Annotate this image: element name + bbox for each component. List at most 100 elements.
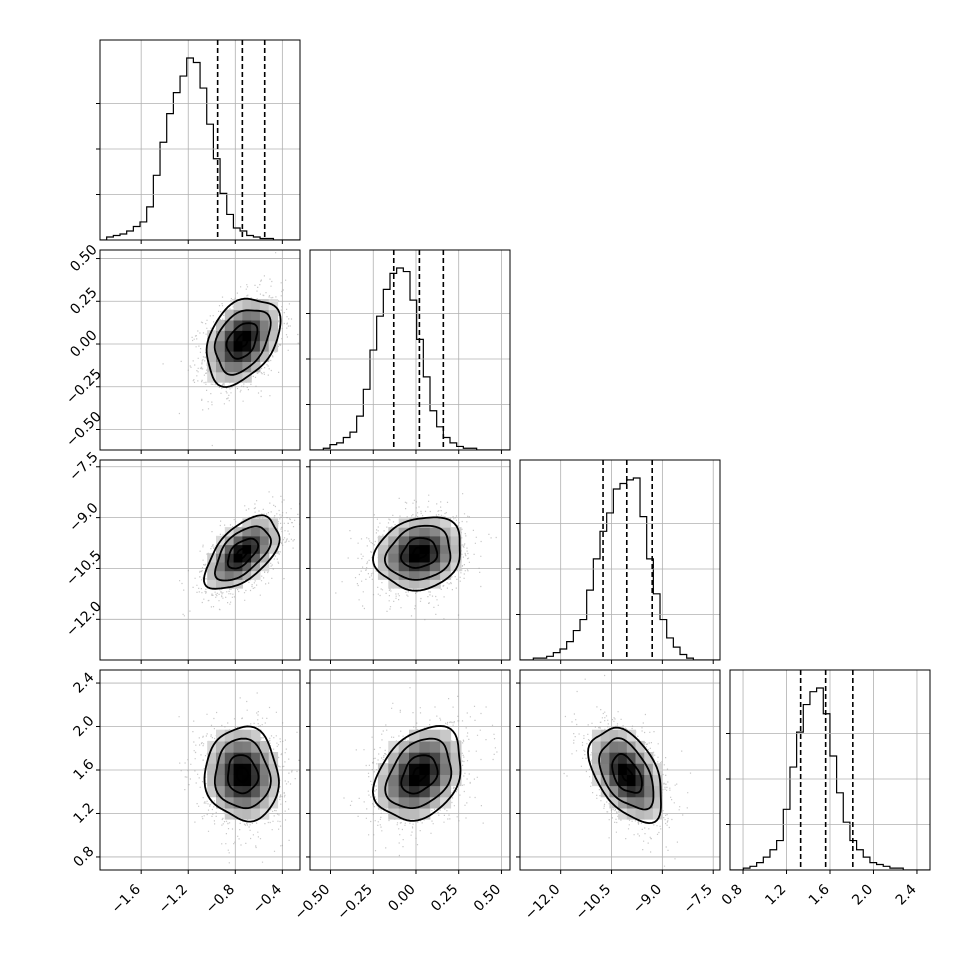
density-cell [419,535,431,546]
contour-line [203,514,281,590]
density-cell [233,299,243,311]
density-cell [242,535,252,546]
density-cell [251,299,261,311]
density-cell [419,579,431,589]
density-cell [635,774,645,787]
contour-line [399,537,439,569]
density-cell [233,351,243,362]
density-cell [268,527,279,537]
contour-line [587,726,662,825]
density-cell [216,752,226,764]
density-cell [207,561,217,572]
density-cell [224,785,235,798]
density-cell [440,763,452,775]
histogram-step-line [520,477,720,660]
scatter-panel [100,670,300,870]
density-cell [233,752,243,764]
density-cell [419,527,431,537]
density-cell [251,351,261,362]
panel-frame [99,39,301,241]
density-cell [429,763,441,775]
density-cell [388,544,400,554]
density-cell [409,518,420,528]
density-cell [233,371,243,383]
density-cell [398,763,410,775]
density-cell [409,796,420,809]
histogram-panel [310,250,510,450]
y-tick-label: 0.25 [67,285,100,318]
histogram-panel [520,460,720,660]
density-cell [268,518,279,528]
density-cell [644,785,654,798]
density-cell [259,553,270,563]
density-cell [216,553,226,563]
density-cell [450,752,462,764]
density-cell [618,785,628,798]
x-tick-label: −10.5 [573,882,615,924]
scatter-panel [100,460,300,660]
density-cell [224,340,235,352]
density-cell [626,807,637,820]
y-tick-label: 0.00 [67,327,100,360]
x-tick-label: −0.4 [250,881,285,916]
contour-line [203,725,280,823]
density-cell [242,299,252,311]
density-cell [242,796,252,809]
density-cell [233,796,243,809]
contour-line [384,524,452,581]
contour-line [372,516,461,592]
x-tick-label: 1.6 [806,881,833,908]
density-cell [216,579,226,589]
contour-line [236,546,249,560]
histogram-step-line [100,57,300,240]
density-cell [419,785,431,798]
density-cell [409,807,420,820]
density-cell [429,740,441,753]
density-cell [600,752,610,764]
density-cell [618,763,628,775]
y-tick-label: 1.2 [70,800,97,827]
y-tick-label: 0.8 [70,843,97,870]
density-cell [450,740,462,753]
density-cell [251,752,261,764]
contour-line [598,737,655,811]
density-cell [618,807,628,820]
panel-frame [99,249,301,451]
density-cell [388,579,400,589]
density-cell [224,371,235,383]
density-cell [259,740,270,753]
density-cell [388,785,400,798]
density-cell [216,570,226,580]
x-tick-label: −0.50 [292,882,334,924]
density-cell [251,740,261,753]
density-cell [409,579,420,589]
density-cell [398,752,410,764]
density-cell [450,544,462,554]
contour-line [620,765,634,783]
density-cell [450,763,462,775]
density-cell [626,729,637,742]
y-tick-label: 2.4 [70,669,97,696]
density-cell [224,535,235,546]
density-cell [216,330,226,342]
contour-line [400,754,439,795]
density-cell [259,752,270,764]
density-cell [609,785,619,798]
scatter-panel [520,670,720,870]
density-cell [652,807,663,820]
density-cell [251,796,261,809]
density-cell [233,785,243,798]
density-cell [450,535,462,546]
density-cell [207,330,217,342]
x-tick-label: −0.25 [334,882,376,924]
density-cell [440,561,452,572]
density-cell [388,561,400,572]
density-cell [450,527,462,537]
density-cell [251,518,261,528]
density-cell [419,752,431,764]
density-cell [251,807,261,820]
density-cell [224,740,235,753]
density-cell [409,570,420,580]
density-cell [242,527,252,537]
histogram-panel [730,670,930,870]
